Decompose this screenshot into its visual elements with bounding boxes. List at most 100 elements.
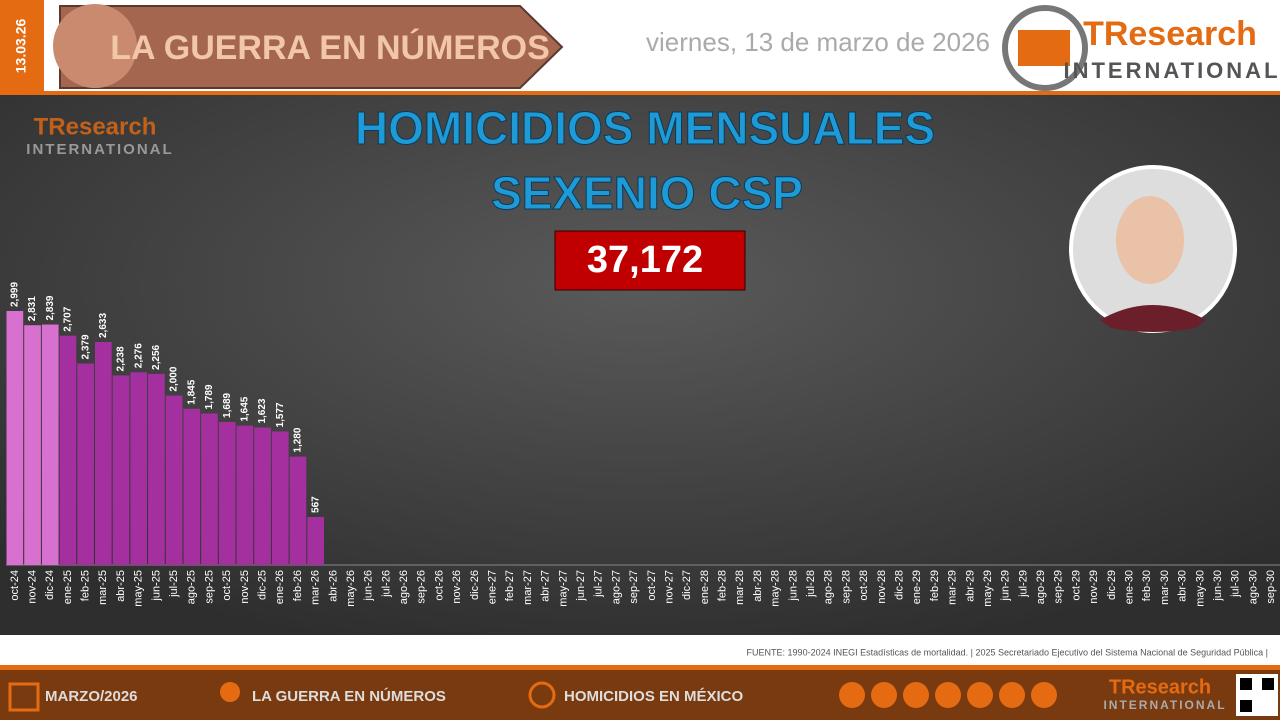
bar	[271, 431, 289, 565]
x-tick-label: ago-28	[823, 570, 835, 604]
x-tick-label: nov-28	[876, 570, 888, 604]
x-tick-label: may-25	[133, 570, 145, 607]
chart-title: HOMICIDIOS MENSUALES	[355, 102, 935, 154]
web-icon[interactable]	[839, 682, 865, 708]
x-tick-label: may-27	[557, 570, 569, 607]
total-box	[554, 230, 746, 291]
x-tick-label: sep-29	[1053, 570, 1065, 604]
logo-sub: INTERNATIONAL	[1063, 58, 1280, 83]
x-tick-label: ene-28	[699, 570, 711, 604]
banner-bg	[59, 5, 564, 89]
bar	[218, 421, 236, 565]
x-tick-label: jun-30	[1212, 570, 1224, 602]
value-label: 2,831	[27, 296, 38, 321]
x-tick-label: mar-28	[734, 570, 746, 605]
value-label: 1,645	[240, 396, 251, 421]
bar	[77, 363, 94, 565]
x-tick-label: nov-26	[451, 570, 463, 604]
x-tick-label: jul-28	[805, 570, 817, 598]
bar	[59, 335, 77, 565]
watermark-logo: TResearch	[34, 113, 157, 140]
logo-mark	[1018, 30, 1070, 66]
bar	[289, 456, 307, 565]
x-tick-label: jun-27	[575, 570, 587, 602]
x-tick-label: dic-29	[1106, 570, 1118, 600]
x-tick-label: abr-26	[327, 570, 339, 602]
x-tick-label: jul-27	[593, 570, 605, 598]
x-tick-label: dic-26	[469, 570, 481, 600]
x-tick-label: ago-26	[398, 570, 410, 604]
bar	[307, 516, 324, 565]
mail-icon[interactable]	[903, 682, 929, 708]
x-tick-label: jul-26	[380, 570, 392, 598]
phone-icon[interactable]	[871, 682, 897, 708]
bar	[6, 311, 24, 565]
value-label: 2,256	[151, 344, 162, 369]
x-tick-label: ago-30	[1247, 570, 1259, 604]
value-label: 2,633	[98, 313, 109, 338]
x-tick-label: may-28	[770, 570, 782, 607]
linkedin-icon[interactable]	[999, 682, 1025, 708]
x-tick-label: may-26	[345, 570, 357, 607]
qr-corner	[1262, 678, 1274, 690]
x-tick-label: oct-28	[858, 570, 870, 601]
bar	[165, 395, 183, 565]
x-tick-label: oct-25	[221, 570, 233, 601]
x-tick-label: may-29	[982, 570, 994, 607]
value-label: 2,276	[133, 343, 144, 368]
x-tick-label: sep-30	[1265, 570, 1277, 604]
footer-logo: TResearch	[1109, 676, 1211, 698]
logo-text: TResearch	[1083, 15, 1257, 53]
portrait-body	[1100, 305, 1206, 332]
value-label: 2,839	[45, 295, 56, 320]
total-value: 37,172	[587, 239, 703, 281]
source: FUENTE: 1990-2024 INEGI Estadísticas de …	[747, 647, 1268, 657]
footer-topic: HOMICIDIOS EN MÉXICO	[564, 688, 744, 705]
x-tick-label: ene-27	[487, 570, 499, 604]
bar	[94, 341, 112, 565]
x-tick-label: sep-28	[840, 570, 852, 604]
x-tick-label: ago-27	[610, 570, 622, 604]
date-tag-bg	[0, 0, 44, 92]
x-tick-label: nov-27	[663, 570, 675, 604]
youtube-icon[interactable]	[1031, 682, 1057, 708]
watermark-sub: INTERNATIONAL	[26, 141, 173, 158]
footer-rule	[0, 665, 1280, 670]
chart: oct-24 2,999 nov-24 2,831 dic-24 2,839 ene-25 2…	[6, 282, 1280, 607]
x-tick-label: abr-27	[540, 570, 552, 602]
value-label: 1,623	[257, 398, 268, 423]
x-tick-label: abr-30	[1177, 570, 1189, 602]
footer-month: MARZO/2026	[45, 688, 138, 705]
x-tick-label: jun-25	[150, 570, 162, 602]
x-tick-label: abr-28	[752, 570, 764, 602]
x-tick-label: ene-29	[911, 570, 923, 604]
x-tick-label: feb-28	[717, 570, 729, 601]
x-tick-label: oct-29	[1070, 570, 1082, 601]
x-tick-label: abr-29	[964, 570, 976, 602]
banner-icon	[53, 4, 137, 88]
x-tick-label: feb-26	[292, 570, 304, 601]
bar	[183, 408, 201, 565]
value-label: 1,789	[204, 384, 215, 409]
bar	[201, 413, 218, 565]
value-label: 2,000	[169, 366, 180, 391]
twitter-icon[interactable]	[935, 682, 961, 708]
source-bg	[0, 635, 1280, 665]
bar	[236, 425, 254, 565]
x-tick-label: nov-24	[26, 570, 38, 604]
x-tick-label: mar-30	[1159, 570, 1171, 605]
x-tick-label: sep-26	[416, 570, 428, 604]
x-tick-label: oct-24	[9, 570, 21, 601]
facebook-icon[interactable]	[967, 682, 993, 708]
x-tick-label: jul-25	[168, 570, 180, 598]
value-label: 567	[310, 496, 321, 513]
footer-logo-sub: INTERNATIONAL	[1103, 698, 1226, 712]
x-tick-label: jun-26	[363, 570, 375, 602]
x-tick-label: mar-27	[522, 570, 534, 605]
x-tick-label: ene-30	[1124, 570, 1136, 604]
x-tick-label: sep-25	[203, 570, 215, 604]
value-label: 1,577	[275, 402, 286, 427]
value-label: 2,707	[63, 306, 74, 331]
